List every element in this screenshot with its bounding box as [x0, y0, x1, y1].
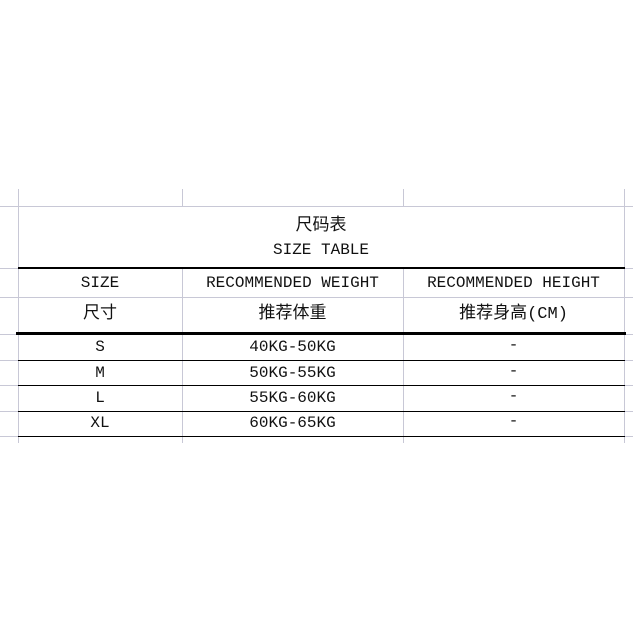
cell-weight: 40KG-50KG — [249, 338, 336, 356]
cell-size: S — [95, 338, 105, 356]
title-cn: 尺码表 — [295, 217, 347, 236]
cell-height: - — [508, 336, 519, 354]
border — [18, 360, 625, 361]
border — [16, 332, 626, 335]
gridline — [624, 189, 625, 443]
gridline — [0, 297, 633, 298]
header-size-en: SIZE — [80, 274, 120, 292]
header-weight-en: RECOMMENDED WEIGHT — [206, 274, 379, 292]
cell-weight: 60KG-65KG — [249, 414, 336, 432]
cell-size: L — [95, 389, 105, 407]
cell-weight: 50KG-55KG — [249, 364, 336, 382]
header-weight-cn: 推荐体重 — [258, 305, 327, 324]
cell-size: XL — [90, 414, 110, 432]
border — [18, 385, 625, 386]
cell-size: M — [95, 364, 105, 382]
cell-height: - — [508, 412, 519, 430]
title-en: SIZE TABLE — [272, 241, 369, 259]
gridline — [403, 189, 404, 206]
header-size-cn: 尺寸 — [83, 305, 117, 324]
gridline — [182, 189, 183, 206]
cell-height: - — [508, 387, 519, 405]
border — [18, 267, 625, 269]
border — [18, 436, 625, 437]
gridline — [403, 268, 404, 443]
gridline — [0, 206, 633, 207]
gridline — [182, 268, 183, 443]
gridline — [18, 189, 19, 443]
header-height-cn: 推荐身高(CM) — [459, 305, 568, 324]
header-height-en: RECOMMENDED HEIGHT — [427, 274, 600, 292]
cell-weight: 55KG-60KG — [249, 389, 336, 407]
border — [18, 411, 625, 412]
cell-height: - — [508, 362, 519, 380]
